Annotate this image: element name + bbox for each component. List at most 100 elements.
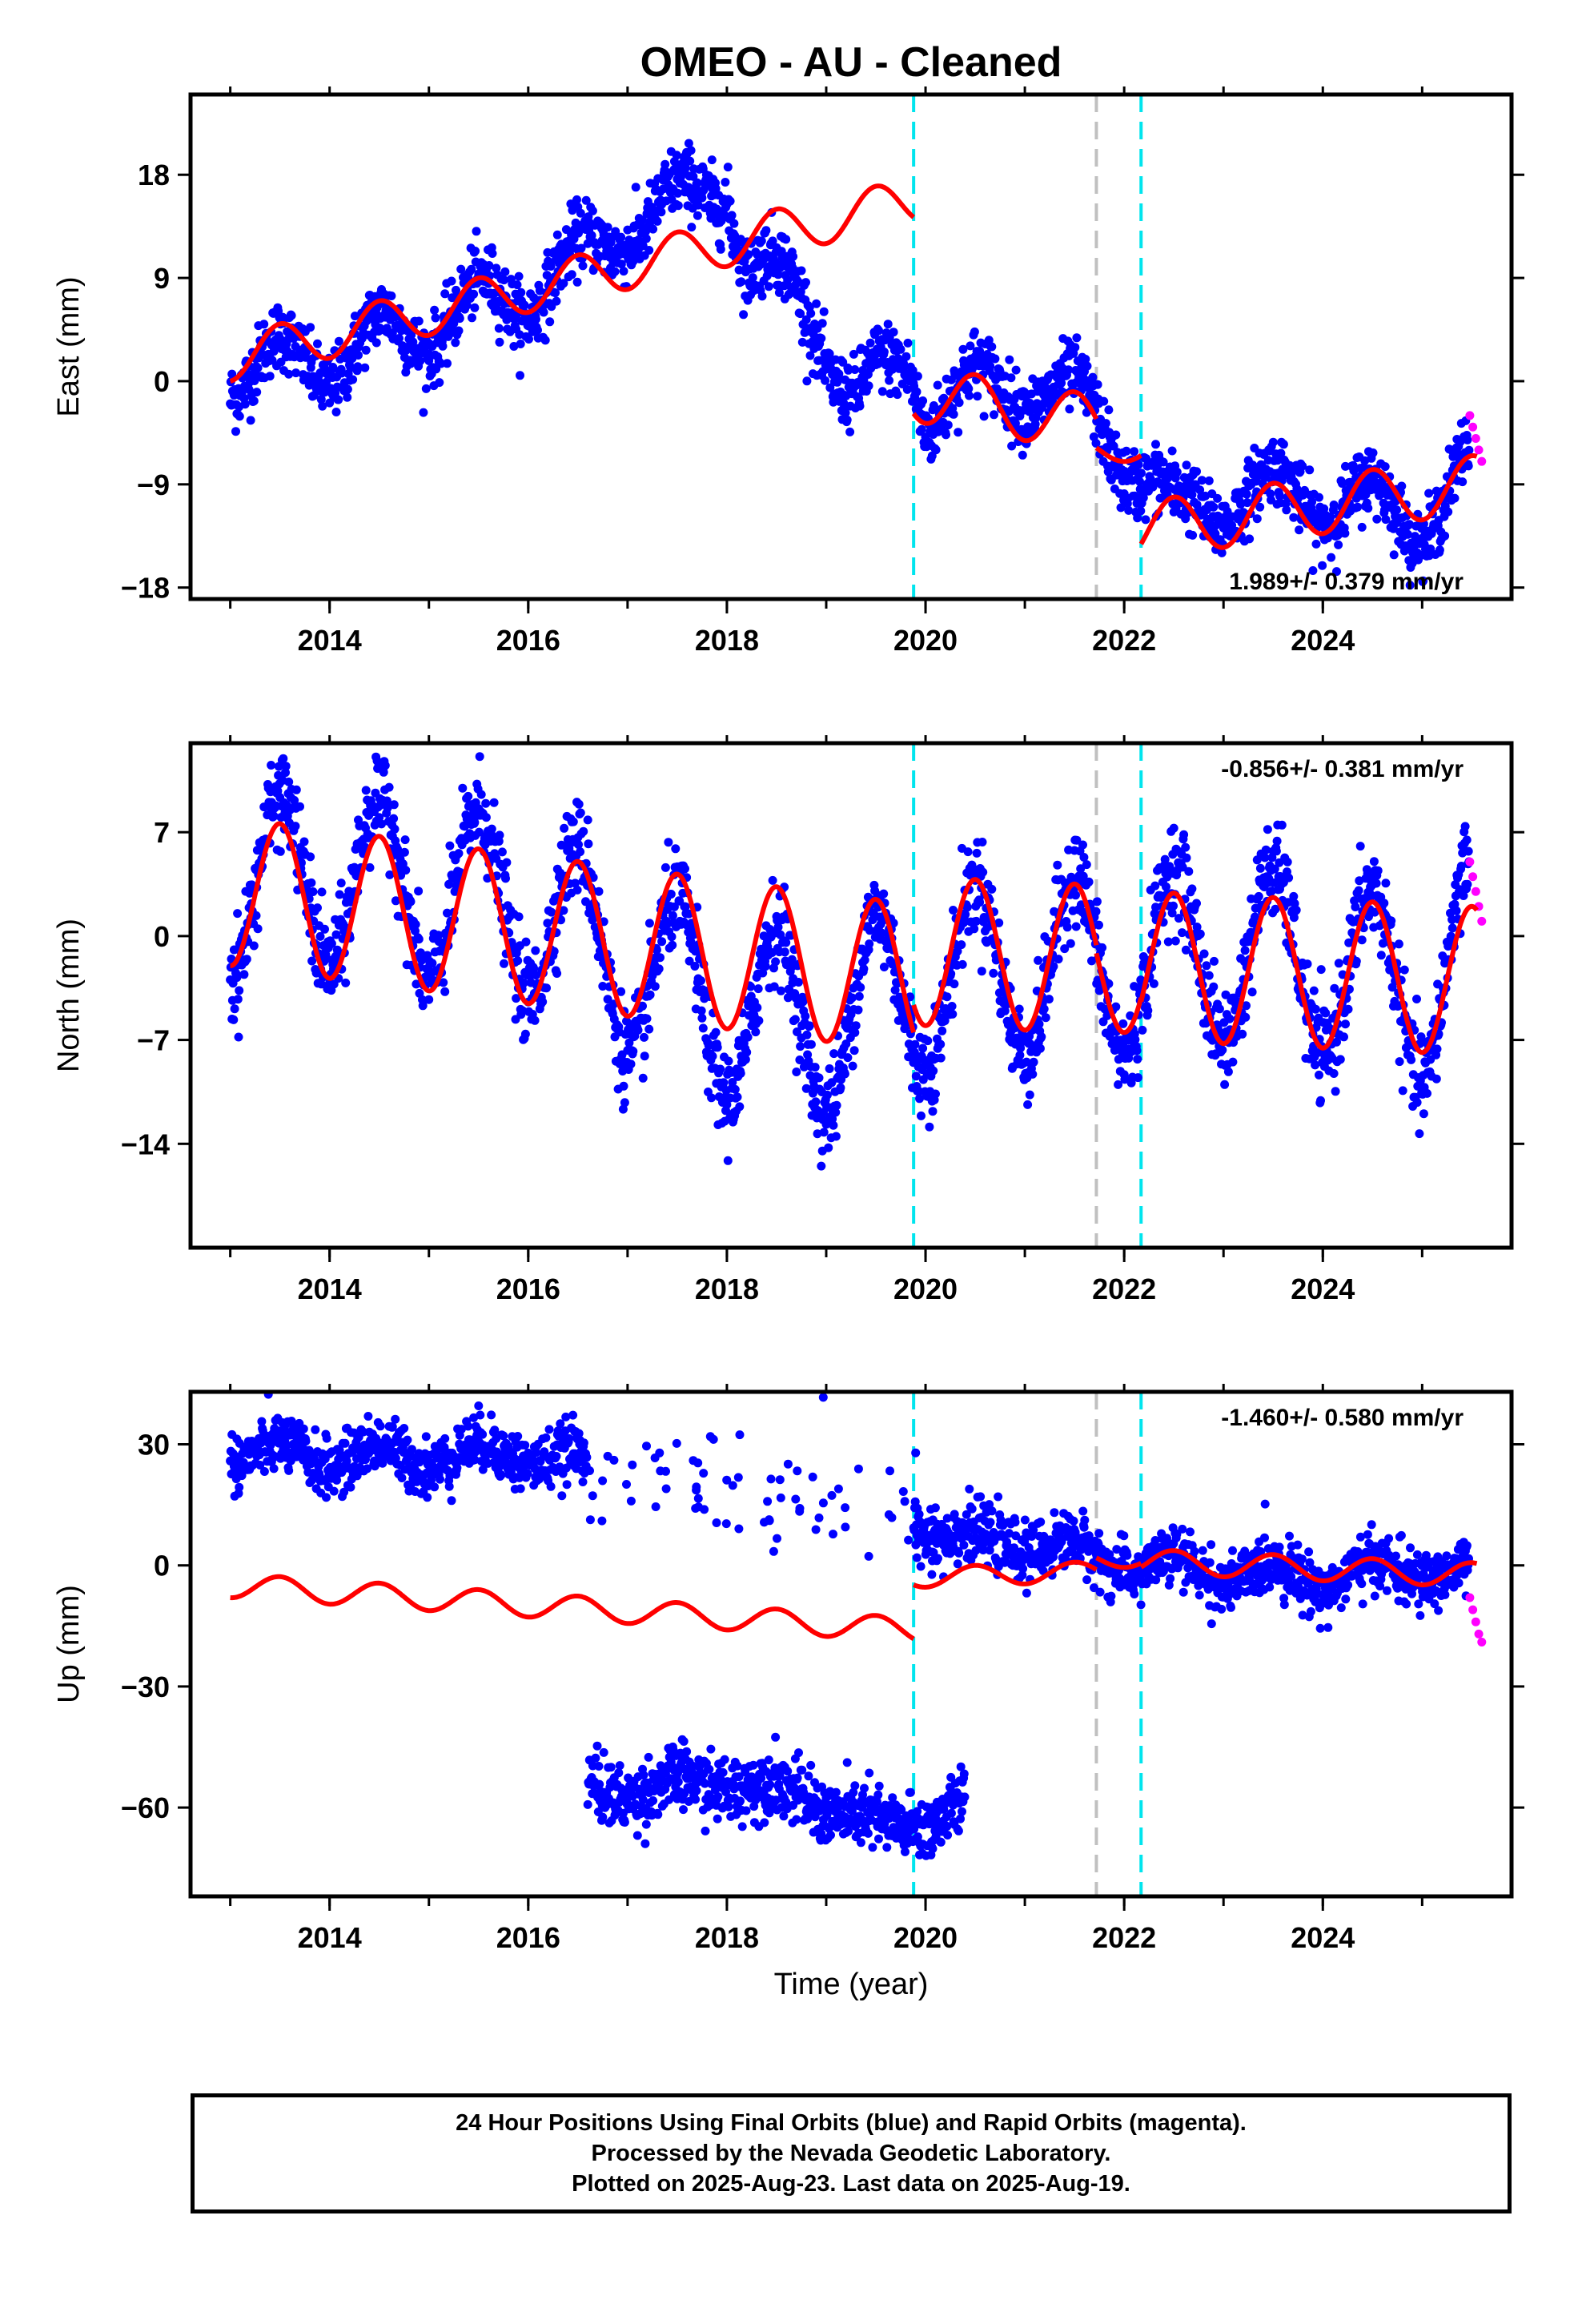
final-orbit-point	[1197, 476, 1207, 485]
final-orbit-point	[1228, 1057, 1238, 1067]
final-orbit-point	[865, 939, 874, 949]
final-orbit-point	[864, 381, 873, 391]
final-orbit-point	[418, 1001, 428, 1011]
final-orbit-point	[400, 835, 410, 845]
final-orbit-point	[1351, 903, 1360, 911]
final-orbit-point	[257, 1417, 267, 1426]
final-orbit-point	[681, 163, 690, 173]
final-orbit-point	[768, 875, 777, 885]
final-orbit-point	[950, 979, 959, 989]
final-orbit-point	[487, 824, 496, 834]
final-orbit-point	[1053, 860, 1062, 870]
final-orbit-point	[808, 1088, 817, 1098]
final-orbit-point	[742, 1047, 752, 1057]
final-orbit-point	[1160, 854, 1170, 864]
final-orbit-point	[638, 1073, 648, 1083]
final-orbit-point	[832, 1100, 841, 1110]
final-orbit-point	[1092, 897, 1102, 907]
final-orbit-point	[495, 337, 504, 347]
final-orbit-point	[295, 802, 304, 811]
final-orbit-point	[1138, 1025, 1147, 1035]
final-orbit-point	[915, 1094, 924, 1104]
y-tick-label: 7	[154, 816, 170, 849]
final-orbit-point	[1318, 561, 1327, 570]
final-orbit-point	[285, 1448, 295, 1458]
final-orbit-point	[1446, 931, 1456, 941]
final-orbit-point	[318, 401, 327, 411]
east-rate-annotation: 1.989+/- 0.379 mm/yr	[1229, 569, 1464, 595]
final-orbit-point	[801, 1084, 811, 1093]
final-orbit-point	[939, 393, 949, 403]
final-orbit-point	[1170, 936, 1180, 946]
final-orbit-point	[1111, 1002, 1121, 1011]
final-orbit-point	[925, 1122, 934, 1132]
final-orbit-point	[736, 1068, 745, 1078]
final-orbit-point	[252, 388, 262, 397]
final-orbit-point	[783, 993, 793, 1003]
final-orbit-point	[501, 874, 510, 883]
final-orbit-point	[656, 953, 665, 963]
final-orbit-point	[1155, 493, 1165, 503]
east-frame	[188, 92, 1514, 601]
final-orbit-point	[1120, 1075, 1130, 1084]
final-orbit-point	[274, 306, 283, 316]
final-orbit-point	[838, 357, 848, 367]
final-orbit-point	[1167, 908, 1177, 918]
final-orbit-point	[244, 1449, 254, 1459]
final-orbit-point	[1239, 508, 1248, 517]
final-orbit-point	[1153, 462, 1162, 471]
final-orbit-point	[1282, 505, 1291, 515]
final-orbit-point	[307, 956, 317, 966]
final-orbit-point	[1337, 479, 1347, 489]
final-orbit-point	[836, 1083, 845, 1092]
final-orbit-point	[616, 987, 626, 996]
final-orbit-point	[698, 1023, 708, 1033]
final-orbit-point	[1380, 462, 1390, 472]
final-orbit-point	[299, 837, 309, 846]
final-orbit-point	[686, 937, 696, 947]
final-orbit-point	[790, 1015, 800, 1024]
rapid-orbit-point	[1465, 411, 1475, 420]
final-orbit-point	[1209, 502, 1219, 512]
final-orbit-point	[865, 926, 874, 935]
final-orbit-point	[849, 349, 858, 359]
y-tick-label: −9	[137, 468, 170, 501]
final-orbit-point	[850, 1027, 860, 1037]
final-orbit-point	[1344, 938, 1354, 947]
final-orbit-point	[723, 163, 733, 172]
final-orbit-point	[1339, 1032, 1348, 1042]
final-orbit-point	[990, 354, 1000, 364]
final-orbit-point	[407, 330, 416, 340]
final-orbit-point	[570, 879, 580, 888]
final-orbit-point	[751, 1027, 761, 1037]
final-orbit-point	[567, 270, 576, 279]
final-orbit-point	[1029, 1057, 1038, 1067]
final-orbit-point	[411, 919, 420, 929]
final-orbit-point	[644, 246, 654, 255]
final-orbit-point	[378, 1458, 387, 1468]
final-orbit-point	[1354, 886, 1363, 895]
final-orbit-point	[942, 430, 950, 440]
final-orbit-point	[1088, 372, 1098, 382]
final-orbit-point	[1141, 515, 1150, 525]
north-model-line	[230, 821, 917, 1044]
final-orbit-point	[834, 369, 844, 379]
final-orbit-point	[973, 392, 982, 401]
final-orbit-point	[1158, 457, 1168, 467]
final-orbit-point	[1291, 906, 1301, 915]
final-orbit-point	[581, 195, 591, 205]
final-orbit-point	[1326, 512, 1335, 521]
final-orbit-point	[811, 1097, 821, 1107]
final-orbit-point	[794, 978, 803, 987]
final-orbit-point	[1289, 891, 1299, 901]
final-orbit-point	[761, 962, 770, 971]
final-orbit-point	[229, 1015, 239, 1024]
final-orbit-point	[460, 822, 469, 831]
final-orbit-point	[671, 844, 681, 854]
final-orbit-point	[787, 955, 797, 964]
final-orbit-point	[1014, 1004, 1024, 1014]
final-orbit-point	[542, 983, 551, 993]
final-orbit-point	[737, 277, 746, 287]
final-orbit-point	[488, 249, 497, 258]
x-tick-label: 2024	[1291, 1273, 1355, 1305]
